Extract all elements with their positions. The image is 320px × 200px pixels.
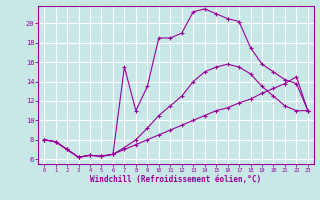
- X-axis label: Windchill (Refroidissement éolien,°C): Windchill (Refroidissement éolien,°C): [91, 175, 261, 184]
